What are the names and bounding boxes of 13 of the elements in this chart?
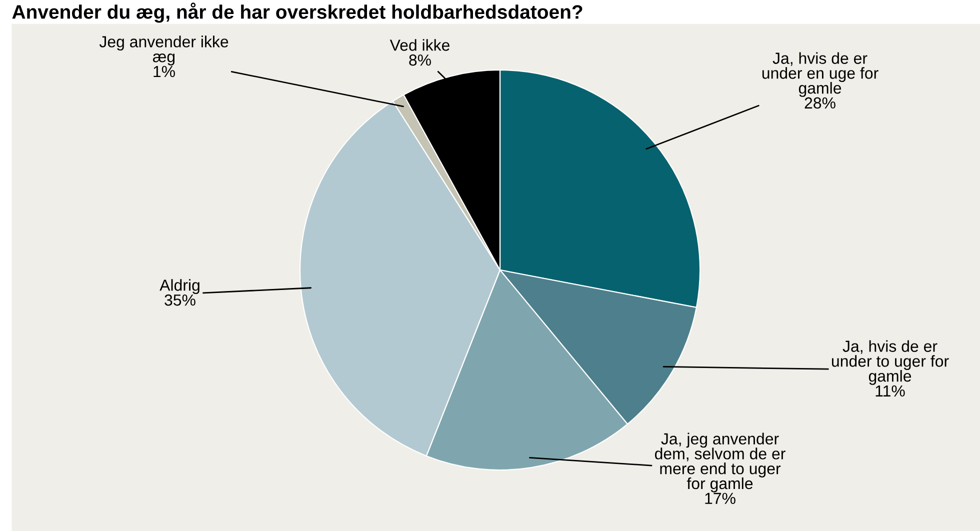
slice-label: Jeg anvender ikke æg: [99, 36, 228, 66]
data-label: 35%: [164, 294, 196, 306]
data-label: 1%: [154, 66, 175, 78]
chart-title: Anvender du æg, når de har overskredet holdbarhedsdatoen?: [12, 2, 582, 23]
slice-label: Ja, jeg anvender dem, selvom de er mere end to uger for gamle: [654, 432, 786, 492]
slice-label: Ja, hvis de er under to uger for gamle: [832, 340, 949, 385]
data-label: 17%: [705, 492, 736, 504]
data-label: 8%: [409, 54, 431, 66]
slice-label: Aldrig: [160, 279, 200, 294]
data-label: 11%: [876, 385, 905, 397]
slice-label: Ja, hvis de er under en uge for gamle: [762, 52, 878, 97]
data-label: 28%: [804, 97, 836, 109]
slice-label: Ved ikke: [390, 39, 450, 51]
